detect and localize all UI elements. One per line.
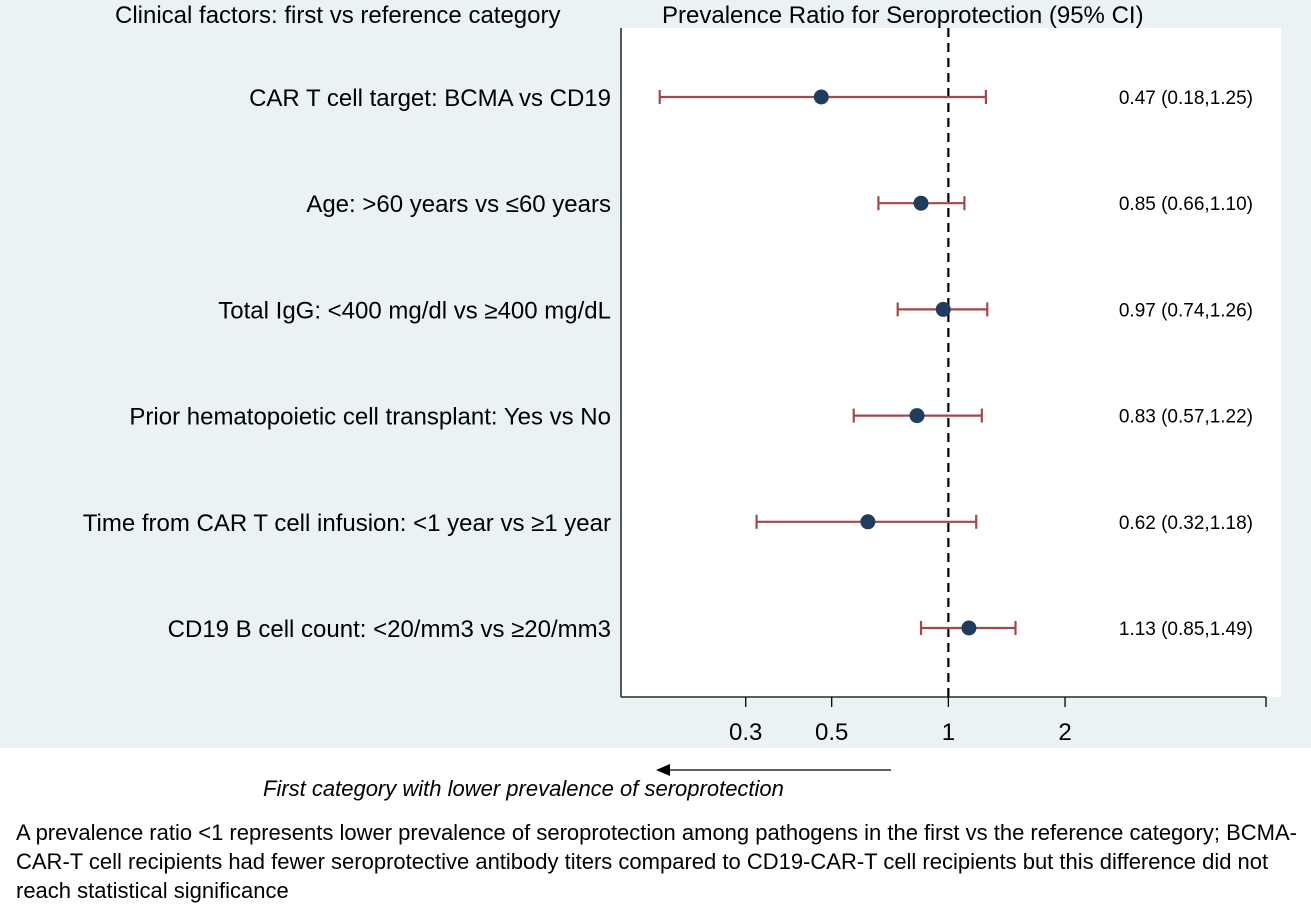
left-column-header: Clinical factors: first vs reference cat…: [115, 2, 561, 29]
x-tick-label: 0.3: [729, 719, 762, 746]
estimate-text: 0.85 (0.66,1.10): [1119, 194, 1253, 215]
estimate-point: [935, 301, 951, 317]
estimate-text: 0.83 (0.57,1.22): [1119, 407, 1253, 428]
x-tick-label: 2: [1058, 719, 1071, 746]
estimate-text: 0.97 (0.74,1.26): [1119, 300, 1253, 321]
row-label: Total IgG: <400 mg/dl vs ≥400 mg/dL: [218, 297, 611, 324]
estimate-point: [860, 514, 876, 530]
row-label: Time from CAR T cell infusion: <1 year v…: [83, 510, 611, 537]
row-label: Age: >60 years vs ≤60 years: [306, 191, 611, 218]
forest-plot: 0.3 0.5 1 2 CAR T cell target: BCMA vs CD19 0…: [83, 28, 1281, 776]
estimate-text: 0.62 (0.32,1.18): [1119, 513, 1253, 534]
x-tick-label: 0.5: [815, 719, 848, 746]
estimate-point: [961, 620, 977, 636]
estimate-point: [813, 89, 829, 105]
row-label: CD19 B cell count: <20/mm3 vs ≥20/mm3: [168, 616, 611, 643]
estimate-point: [913, 195, 929, 211]
direction-label: First category with lower prevalence of …: [263, 776, 784, 801]
right-column-header: Prevalence Ratio for Seroprotection (95%…: [662, 2, 1144, 29]
footnote: A prevalence ratio <1 represents lower p…: [16, 820, 1297, 903]
row-label: CAR T cell target: BCMA vs CD19: [249, 85, 611, 112]
direction-arrow-head: [656, 764, 670, 776]
estimate-point: [909, 408, 925, 424]
direction-strip: [0, 748, 1311, 810]
x-tick-label: 1: [942, 719, 955, 746]
estimate-text: 0.47 (0.18,1.25): [1119, 88, 1253, 109]
estimate-text: 1.13 (0.85,1.49): [1119, 619, 1253, 640]
row-label: Prior hematopoietic cell transplant: Yes…: [129, 404, 611, 431]
plot-area: [621, 28, 1281, 697]
